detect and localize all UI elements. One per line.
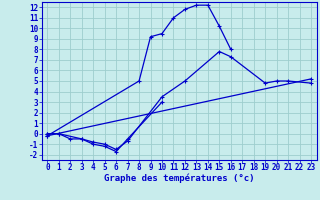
X-axis label: Graphe des températures (°c): Graphe des températures (°c) (104, 174, 254, 183)
